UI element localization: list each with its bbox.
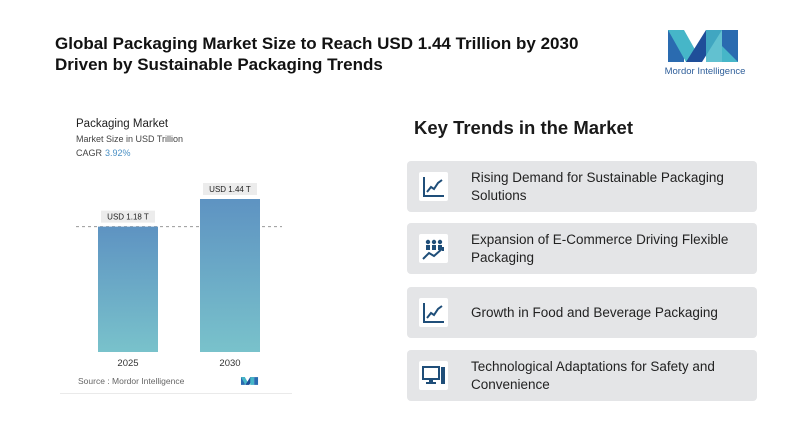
mini-logo-icon: [240, 377, 259, 385]
trend-label: Growth in Food and Beverage Packaging: [471, 304, 718, 320]
mordor-logo: Mordor Intelligence: [664, 28, 746, 80]
computer-icon: [419, 361, 448, 390]
data-label: USD 1.18 T: [107, 213, 149, 222]
page-headline: Global Packaging Market Size to Reach US…: [55, 34, 579, 74]
chart-title: Packaging Market: [76, 118, 169, 130]
trend-item: Growth in Food and Beverage Packaging: [407, 287, 757, 338]
mordor-logo-mark-icon: [668, 30, 738, 62]
group-growth-icon: [419, 234, 448, 263]
trend-item: Technological Adaptations for Safety and…: [407, 350, 757, 401]
trends-title: Key Trends in the Market: [414, 117, 633, 138]
data-label-bg: [203, 183, 257, 195]
chart-card: USD 1.18 T 2025 USD 1.44 T 2030 Packaging M…: [60, 110, 292, 394]
trend-item: Expansion of E-Commerce Driving Flexible…: [407, 223, 757, 274]
line-chart-icon: [419, 298, 448, 327]
bar-2030: [200, 199, 260, 352]
chart-subtitle: Market Size in USD Trillion: [76, 134, 184, 144]
bar-chart: USD 1.18 T 2025 USD 1.44 T 2030: [76, 183, 282, 369]
data-label-bg: [101, 210, 155, 223]
logo-text: Mordor Intelligence: [664, 66, 746, 77]
cagr-label: CAGR: [76, 148, 103, 158]
trend-label: Rising Demand for Sustainable Packaging …: [471, 169, 724, 203]
data-label: USD 1.44 T: [209, 185, 251, 194]
x-tick-label: 2025: [117, 358, 138, 369]
trend-label: Expansion of E-Commerce Driving Flexible…: [471, 231, 729, 265]
line-chart-icon: [419, 172, 448, 201]
trend-label: Technological Adaptations for Safety and…: [471, 358, 715, 392]
bar-2025: [98, 226, 158, 352]
chart-source: Source : Mordor Intelligence: [78, 376, 185, 386]
chart-cagr: CAGR 3.92%: [76, 148, 131, 158]
trend-item: Rising Demand for Sustainable Packaging …: [407, 161, 757, 212]
cagr-value: 3.92%: [105, 148, 131, 158]
x-tick-label: 2030: [219, 358, 240, 369]
